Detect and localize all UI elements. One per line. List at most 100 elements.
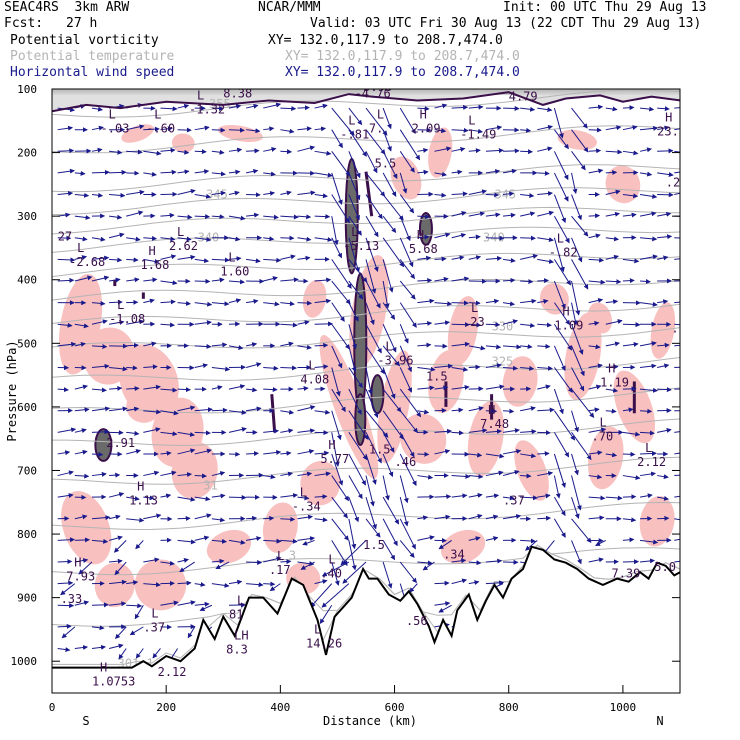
wind-vector [399, 172, 408, 194]
extremum-value: -1.49 [460, 128, 496, 142]
theta-contour [52, 279, 680, 301]
wind-vector [485, 344, 502, 350]
wind-vector [640, 450, 657, 456]
wind-vector [451, 146, 466, 152]
pv-positive-region [171, 133, 195, 153]
wind-vector [269, 583, 281, 592]
wind-vector [571, 151, 586, 171]
wind-vector [657, 299, 669, 305]
wind-vector [639, 254, 658, 260]
wind-vector [605, 170, 618, 176]
extremum-letter: H [488, 403, 495, 417]
wind-vector [91, 625, 105, 631]
wind-vector [674, 171, 680, 174]
wind-vector [314, 494, 328, 500]
extremum-value: 23.6 [657, 125, 686, 139]
wind-vector [246, 515, 258, 521]
wind-vector [57, 537, 76, 543]
wind-vector [160, 106, 178, 112]
wind-vector [399, 194, 415, 214]
wind-vector [331, 345, 343, 369]
wind-vector [605, 299, 619, 305]
wind-vector [382, 259, 394, 293]
wind-vector [438, 539, 452, 550]
wind-vector [263, 449, 282, 455]
wind-vector [297, 449, 315, 455]
wind-vector [434, 449, 451, 455]
wind-vector [126, 580, 139, 586]
x-endpoint-left: S [82, 714, 89, 728]
wind-vector [228, 256, 242, 262]
wind-vector [399, 518, 416, 550]
extremum-value: -3.96 [377, 353, 413, 367]
wind-vector [674, 560, 680, 563]
wind-vector [160, 387, 178, 393]
wind-vector [280, 493, 299, 499]
extremum-letter: H [137, 479, 144, 493]
extremum-letter: L [117, 298, 124, 312]
wind-vector [215, 561, 230, 570]
wind-vector [194, 125, 210, 131]
wind-vector [348, 475, 363, 500]
wind-vector [177, 431, 196, 437]
wind-vector [605, 319, 623, 325]
extremum-letter: H [417, 228, 424, 242]
wind-vector [348, 151, 361, 179]
wind-vector [417, 409, 430, 415]
wind-vector [605, 254, 620, 260]
wind-vector [211, 171, 226, 177]
theta-contour [52, 187, 680, 216]
wind-vector [302, 539, 315, 546]
wind-vector [57, 168, 75, 174]
pv-positive-region [302, 279, 327, 318]
wind-vector [126, 517, 145, 523]
wind-vector [657, 125, 670, 131]
wind-vector [468, 513, 483, 520]
wind-vector [246, 387, 258, 393]
extremum-letter: H [231, 72, 238, 86]
wind-vector [211, 493, 226, 499]
wind-vector [263, 257, 282, 263]
wind-vector [348, 172, 361, 201]
wind-vector [310, 583, 333, 608]
wind-vector [194, 193, 212, 199]
wind-vector [246, 258, 261, 264]
wind-vector [194, 236, 212, 242]
wind-vector [194, 301, 213, 307]
stratosphere-band [52, 89, 680, 112]
wind-vector [348, 280, 364, 300]
wind-vector [451, 255, 465, 261]
extremum-letter: L [468, 114, 475, 128]
wind-vector [126, 189, 145, 196]
wind-vector [126, 342, 139, 348]
extremum-value: 1.19 [600, 376, 629, 390]
wind-vector [331, 151, 351, 177]
wind-vector [74, 384, 89, 390]
wind-vector [365, 280, 381, 309]
wind-vector [263, 171, 276, 177]
wind-vector [57, 470, 74, 477]
pv-positive-region [440, 529, 486, 564]
wind-vector [211, 407, 228, 413]
pv-positive-region [564, 312, 602, 400]
extremum-value: .37 [503, 493, 525, 507]
wind-vector [417, 106, 430, 112]
wind-vector [143, 557, 160, 563]
wind-vector [74, 192, 90, 198]
wind-vector [468, 128, 484, 134]
wind-vector [639, 363, 657, 369]
wind-vector [126, 430, 140, 436]
wind-vector [571, 453, 579, 476]
wind-vector [246, 406, 262, 412]
extremum-value: 1.5 [363, 538, 385, 552]
wind-vector [211, 366, 231, 372]
wind-vector [228, 127, 245, 133]
extremum-value: .70 [592, 430, 614, 444]
wind-vector [280, 471, 294, 477]
terrain-layer [52, 91, 680, 693]
extremum-letter: L [557, 231, 564, 245]
wind-vector [340, 540, 367, 566]
wind-vector [348, 302, 359, 322]
wind-vector [331, 259, 352, 289]
wind-vector [74, 473, 90, 479]
